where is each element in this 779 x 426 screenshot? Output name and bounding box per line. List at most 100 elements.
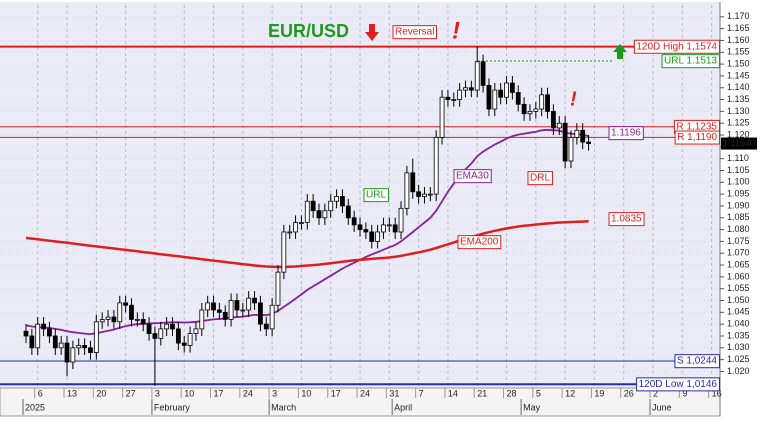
candle-body [181,342,187,346]
candle-body [457,89,463,100]
candle-body [498,89,504,98]
candle-body [316,210,322,219]
drl-note: DRL [530,173,550,184]
y-tick-label: 1.155 [727,47,750,57]
candle-body [175,328,181,344]
candle-body [486,84,492,110]
level-label: 120D High 1,1574 [636,41,717,52]
x-tick-label: 13 [67,388,77,398]
candle-body [427,193,433,196]
candle-body [216,309,222,313]
candle-body [164,323,170,330]
label-box [636,377,720,392]
y-tick-label: 1.150 [727,58,750,68]
candle-body [310,200,316,212]
y-tick-label: 1.030 [727,342,750,352]
candle-body [562,122,568,162]
y-tick-label: 1.080 [727,224,750,234]
label-box [633,39,720,54]
candle-body [328,200,334,212]
label-box [363,188,389,203]
y-tick-label: 1.025 [727,354,750,364]
candle-body [205,302,211,311]
y-tick-label: 1.055 [727,283,750,293]
candle-body [47,328,52,337]
x-tick-label: 3 [155,388,160,398]
plot [0,5,720,388]
candle-body [551,110,556,129]
candle-body [381,224,386,233]
candle-body [521,103,527,115]
chart-title: EUR/USD [268,21,349,41]
candle-body [299,222,304,224]
candle-body [29,335,35,349]
candle-body [363,229,369,233]
candle-body [152,333,158,339]
candle-body [64,342,70,363]
level-label: 120D Low 1,0146 [639,379,718,390]
candle-body [252,297,257,304]
url-note: URL [366,190,386,201]
candle-body [287,231,293,234]
level-label: R 1,1190 [677,132,717,143]
month-label: March [271,402,296,412]
x-tick-label: 2 [653,388,658,398]
candle-body [93,321,99,353]
month-label: February [154,402,191,412]
candle-body [474,61,480,91]
candle-body [515,92,521,105]
last-price-label: 1.11640 [723,138,755,148]
candle-body [357,224,363,230]
label-box [527,171,553,186]
y-tick-label: 1.040 [727,319,750,329]
candle-body [52,335,58,349]
y-tick-label: 1.165 [727,23,750,33]
exclamation: ! [570,88,577,110]
ema200-value: 1.0835 [611,214,642,225]
x-tick-label: 10 [301,388,311,398]
x-tick-label: 9 [682,388,687,398]
candle-body [463,87,468,91]
candle-body [170,323,175,330]
candle-body [451,99,457,101]
candle-body [386,224,392,227]
down-arrow [365,24,379,41]
x-tick-label: 5 [536,388,541,398]
candle-body [211,302,216,311]
x-tick-label: 12 [565,388,575,398]
y-tick-label: 1.060 [727,271,750,281]
x-tick-label: 20 [96,388,106,398]
candle-body [41,323,46,330]
candle-body [240,309,246,312]
label-box [453,169,492,184]
x-tick-label: 14 [448,388,458,398]
ema200-label: EMA200 [460,237,499,248]
month-label: 2025 [25,402,45,412]
candle-body [340,196,345,207]
y-tick-label: 1.135 [727,94,750,104]
candle-body [281,231,287,273]
y-tick-label: 1.045 [727,307,750,317]
candle-body [422,193,427,197]
x-tick-label: 17 [214,388,224,398]
y-tick-label: 1.085 [727,212,750,222]
y-tick-label: 1.110 [727,153,749,163]
candle-body [398,207,404,233]
reversal-note: Reversal [395,27,434,38]
label-box [661,54,720,69]
candle-body [539,94,545,110]
x-tick-label: 16 [712,388,722,398]
x-tick-label: 26 [624,388,634,398]
candle-body [263,323,269,330]
y-tick-label: 1.160 [727,35,750,45]
up-arrow [613,44,627,59]
x-tick-label: 7 [419,388,424,398]
candle-body [445,96,451,100]
candle-body [345,205,351,219]
label-box [608,212,645,227]
label-box [457,235,502,250]
month-label: June [652,402,672,412]
candle-body [228,300,234,320]
candle-body [88,347,93,353]
